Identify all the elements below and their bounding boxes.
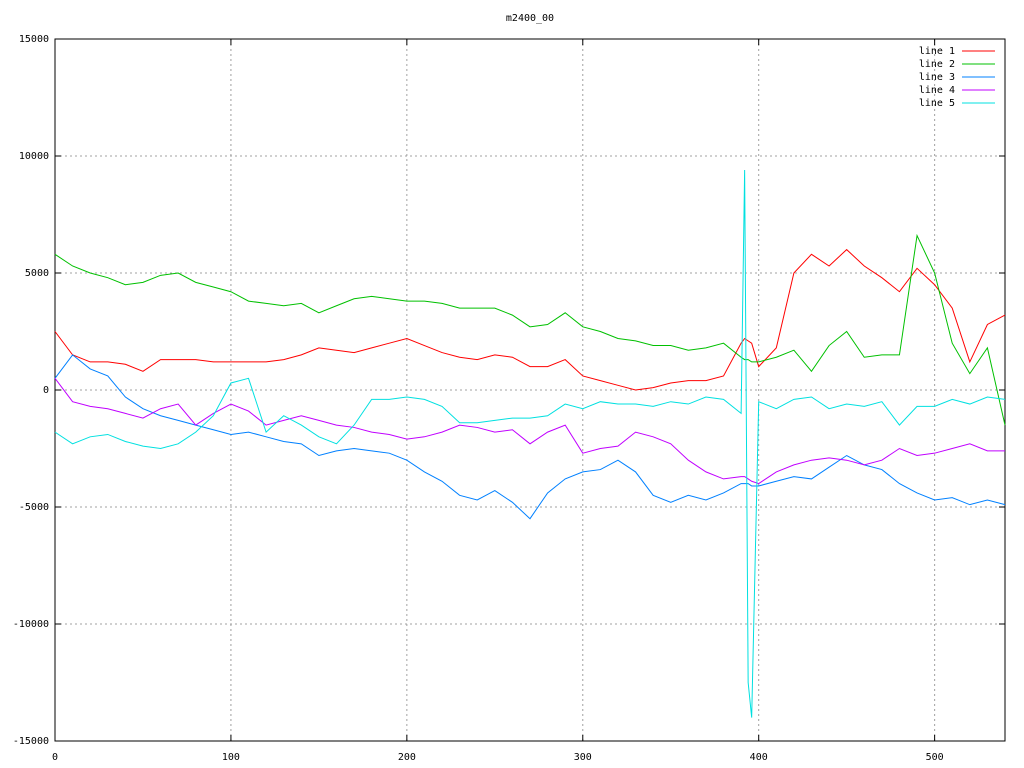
legend-label: line 2 xyxy=(919,59,955,70)
x-tick-label: 100 xyxy=(222,752,240,763)
legend-label: line 4 xyxy=(919,85,955,96)
y-tick-label: -15000 xyxy=(13,736,49,747)
x-tick-label: 500 xyxy=(926,752,944,763)
x-tick-label: 400 xyxy=(750,752,768,763)
data-line xyxy=(54,377,1005,485)
y-tick-label: -5000 xyxy=(19,502,49,513)
y-tick-label: 0 xyxy=(43,385,49,396)
y-tick-label: 15000 xyxy=(19,34,49,45)
y-tick-label: -10000 xyxy=(13,619,49,630)
legend-label: line 5 xyxy=(919,98,955,109)
plot-border xyxy=(54,38,1006,742)
x-tick-label: 0 xyxy=(52,752,58,763)
y-tick-label: 5000 xyxy=(25,268,49,279)
data-line xyxy=(54,354,1006,520)
chart-title: m2400_00 xyxy=(506,13,554,24)
data-line xyxy=(54,170,1006,718)
x-tick-label: 300 xyxy=(574,752,592,763)
data-line xyxy=(54,248,1006,391)
x-tick-label: 200 xyxy=(398,752,416,763)
y-tick-label: 10000 xyxy=(19,151,49,162)
legend-label: line 1 xyxy=(919,46,955,57)
legend-label: line 3 xyxy=(919,72,955,83)
data-line xyxy=(54,233,1006,426)
